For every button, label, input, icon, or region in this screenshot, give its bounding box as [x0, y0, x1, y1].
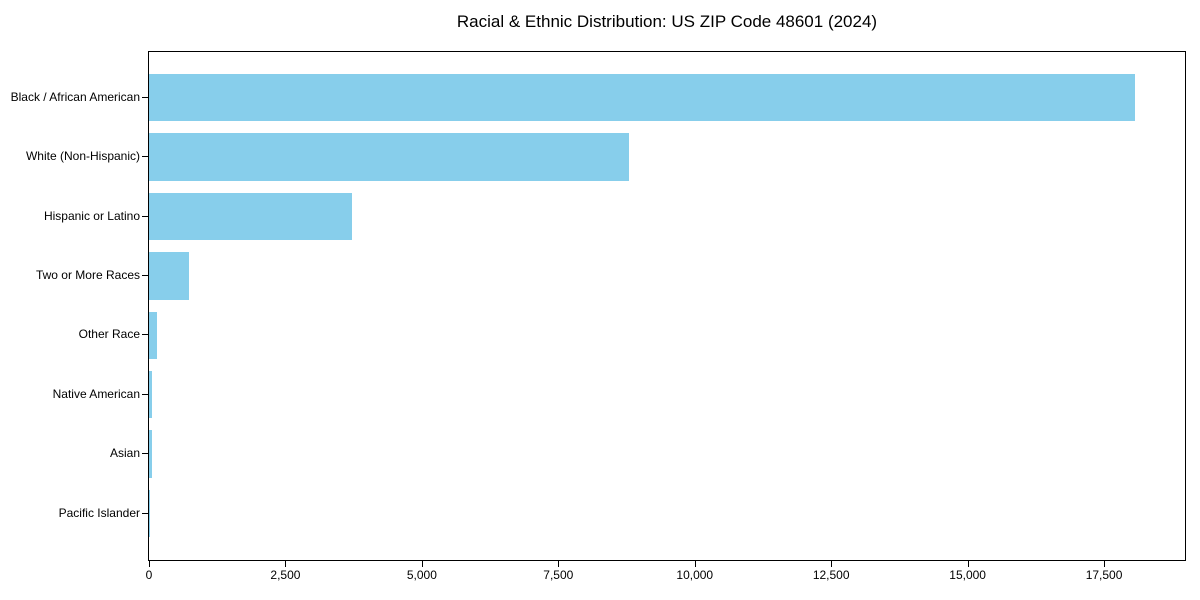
- y-tick-mark: [142, 453, 148, 455]
- y-tick-mark: [142, 156, 148, 158]
- x-tick-mark: [831, 561, 833, 567]
- x-tick-label: 5,000: [406, 568, 437, 582]
- bar-native-american: [149, 370, 153, 419]
- bar-two-or-more-races: [149, 252, 190, 300]
- bar-white-non-hispanic: [149, 133, 630, 181]
- y-tick-mark: [142, 96, 148, 98]
- x-tick-label: 2,500: [270, 568, 301, 582]
- x-tick-mark: [285, 561, 287, 567]
- y-tick-label: Hispanic or Latino: [43, 208, 140, 223]
- x-tick-label: 15,000: [949, 568, 986, 582]
- plot-area: [148, 51, 1186, 561]
- y-tick-label: Pacific Islander: [58, 505, 140, 520]
- chart-title: Racial & Ethnic Distribution: US ZIP Cod…: [456, 12, 878, 31]
- y-tick-label: Native American: [52, 386, 140, 401]
- y-tick-mark: [142, 393, 148, 395]
- x-tick-label: 17,500: [1085, 568, 1123, 582]
- x-tick-mark: [1104, 561, 1106, 567]
- bar-asian: [149, 430, 152, 478]
- y-tick-mark: [142, 334, 148, 336]
- y-tick-label: Asian: [109, 446, 140, 461]
- x-tick-label: 10,000: [676, 568, 714, 582]
- x-tick-label: 12,500: [812, 568, 850, 582]
- x-tick-mark: [694, 561, 696, 567]
- y-tick-label: Black / African American: [10, 89, 140, 104]
- x-tick-label: 0: [145, 568, 153, 582]
- x-tick-mark: [421, 561, 423, 567]
- x-tick-mark: [967, 561, 969, 567]
- y-tick-label: Other Race: [78, 327, 140, 342]
- bar-other-race: [149, 311, 158, 360]
- bar-hispanic-or-latino: [149, 192, 352, 241]
- y-tick-mark: [142, 274, 148, 276]
- y-tick-label: Two or More Races: [35, 267, 140, 282]
- bar-black-african-american: [149, 73, 1136, 122]
- y-tick-label: White (Non-Hispanic): [25, 149, 140, 164]
- y-tick-mark: [142, 215, 148, 217]
- x-tick-mark: [149, 561, 150, 567]
- y-tick-mark: [142, 512, 148, 514]
- x-tick-mark: [558, 561, 560, 567]
- x-tick-label: 7,500: [543, 568, 574, 582]
